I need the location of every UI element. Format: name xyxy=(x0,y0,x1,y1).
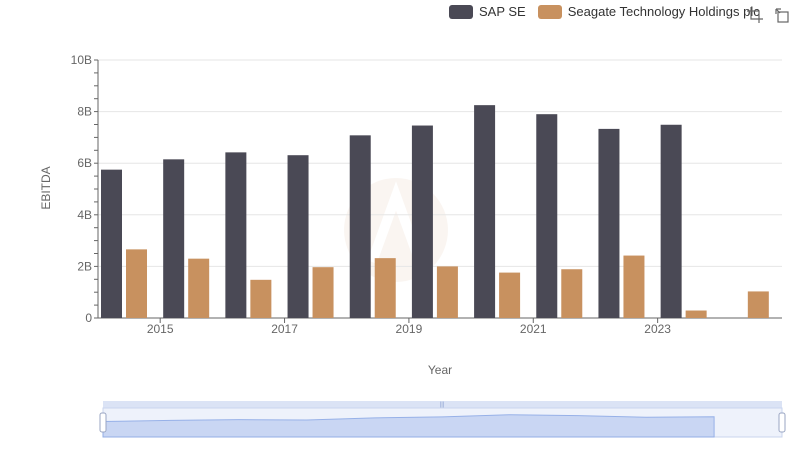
x-tick-label: 2021 xyxy=(520,322,547,336)
bar-seagate-2016[interactable] xyxy=(250,279,272,318)
y-tick-label: 0 xyxy=(85,311,92,325)
data-zoom-slider[interactable]: ||| xyxy=(99,401,786,438)
x-tick-label: 2019 xyxy=(396,322,423,336)
bars xyxy=(101,105,769,319)
legend-item-sap[interactable]: SAP SE xyxy=(449,4,526,19)
x-tick-label: 2015 xyxy=(147,322,174,336)
bar-seagate-2018[interactable] xyxy=(374,258,396,318)
bar-sap-2019[interactable] xyxy=(411,125,433,318)
bar-seagate-2020[interactable] xyxy=(499,272,521,318)
bar-seagate-2023[interactable] xyxy=(685,310,707,318)
legend-label-sap: SAP SE xyxy=(479,4,526,19)
legend-label-seagate: Seagate Technology Holdings plc xyxy=(567,4,760,19)
bar-seagate-2017[interactable] xyxy=(312,267,334,318)
bar-sap-2017[interactable] xyxy=(287,155,309,318)
y-tick-label: 4B xyxy=(77,208,92,222)
bar-sap-2016[interactable] xyxy=(225,152,247,318)
y-axis-label: EBITDA xyxy=(39,166,53,209)
x-axis-label: Year xyxy=(428,363,452,377)
bar-sap-2015[interactable] xyxy=(163,159,185,318)
slider-grip-icon: ||| xyxy=(440,402,445,408)
bar-seagate-2021[interactable] xyxy=(561,269,583,318)
bar-sap-2023[interactable] xyxy=(660,124,682,319)
x-tick-label: 2023 xyxy=(644,322,671,336)
bar-seagate-2019[interactable] xyxy=(436,266,458,318)
legend-item-seagate[interactable]: Seagate Technology Holdings plc xyxy=(537,4,760,19)
bar-seagate-2022[interactable] xyxy=(623,255,645,318)
y-tick-label: 6B xyxy=(77,156,92,170)
bar-seagate-2015[interactable] xyxy=(188,258,210,318)
zoom-select-icon[interactable] xyxy=(746,6,764,24)
y-tick-label: 10B xyxy=(71,53,92,67)
legend-swatch-sap xyxy=(449,4,473,19)
bar-seagate-2014[interactable] xyxy=(126,249,147,318)
legend: SAP SE Seagate Technology Holdings plc xyxy=(449,4,760,19)
toolbar xyxy=(746,6,790,24)
legend-swatch-seagate xyxy=(537,4,562,19)
y-tick-label: 8B xyxy=(77,105,92,119)
slider-preview xyxy=(102,414,715,438)
bar-sap-2021[interactable] xyxy=(536,114,558,319)
slider-top-bar[interactable] xyxy=(103,401,782,408)
x-tick-label: 2017 xyxy=(271,322,298,336)
zoom-reset-icon[interactable] xyxy=(772,6,790,24)
bar-seagate-2024[interactable] xyxy=(747,291,769,318)
bar-sap-2022[interactable] xyxy=(598,128,620,318)
slider-handle-right[interactable] xyxy=(778,412,786,433)
bar-sap-2020[interactable] xyxy=(474,105,496,319)
slider-handle-left[interactable] xyxy=(99,412,107,433)
y-tick-label: 2B xyxy=(77,259,92,273)
bar-sap-2018[interactable] xyxy=(349,135,371,318)
bar-sap-2014[interactable] xyxy=(101,169,122,318)
